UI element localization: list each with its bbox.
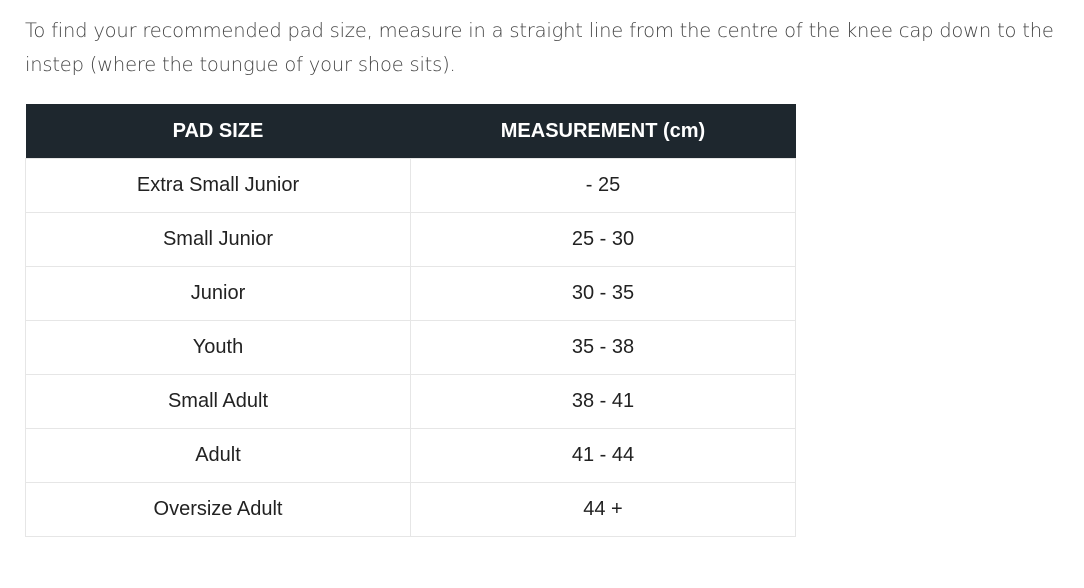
measurement-cell: 41 - 44 [410, 428, 796, 483]
pad-size-cell: Small Junior [25, 212, 411, 267]
header-pad-size: PAD SIZE [25, 104, 411, 159]
table-row: Small Adult 38 - 41 [25, 374, 796, 429]
measurement-cell: 30 - 35 [410, 266, 796, 321]
measurement-cell: 38 - 41 [410, 374, 796, 429]
measurement-cell: 35 - 38 [410, 320, 796, 375]
table-header-row: PAD SIZE MEASUREMENT (cm) [25, 104, 796, 159]
pad-size-cell: Junior [25, 266, 411, 321]
table-row: Extra Small Junior - 25 [25, 158, 796, 213]
intro-text: To find your recommended pad size, measu… [25, 19, 1054, 76]
measurement-cell: - 25 [410, 158, 796, 213]
pad-size-cell: Small Adult [25, 374, 411, 429]
table-row: Small Junior 25 - 30 [25, 212, 796, 267]
pad-size-cell: Extra Small Junior [25, 158, 411, 213]
table-row: Youth 35 - 38 [25, 320, 796, 375]
pad-size-table: PAD SIZE MEASUREMENT (cm) Extra Small Ju… [25, 104, 796, 537]
pad-size-cell: Oversize Adult [25, 482, 411, 537]
table-row: Junior 30 - 35 [25, 266, 796, 321]
measurement-cell: 25 - 30 [410, 212, 796, 267]
header-measurement: MEASUREMENT (cm) [410, 104, 796, 159]
table-row: Adult 41 - 44 [25, 428, 796, 483]
pad-size-cell: Adult [25, 428, 411, 483]
table-row: Oversize Adult 44 + [25, 482, 796, 537]
measurement-cell: 44 + [410, 482, 796, 537]
pad-size-cell: Youth [25, 320, 411, 375]
